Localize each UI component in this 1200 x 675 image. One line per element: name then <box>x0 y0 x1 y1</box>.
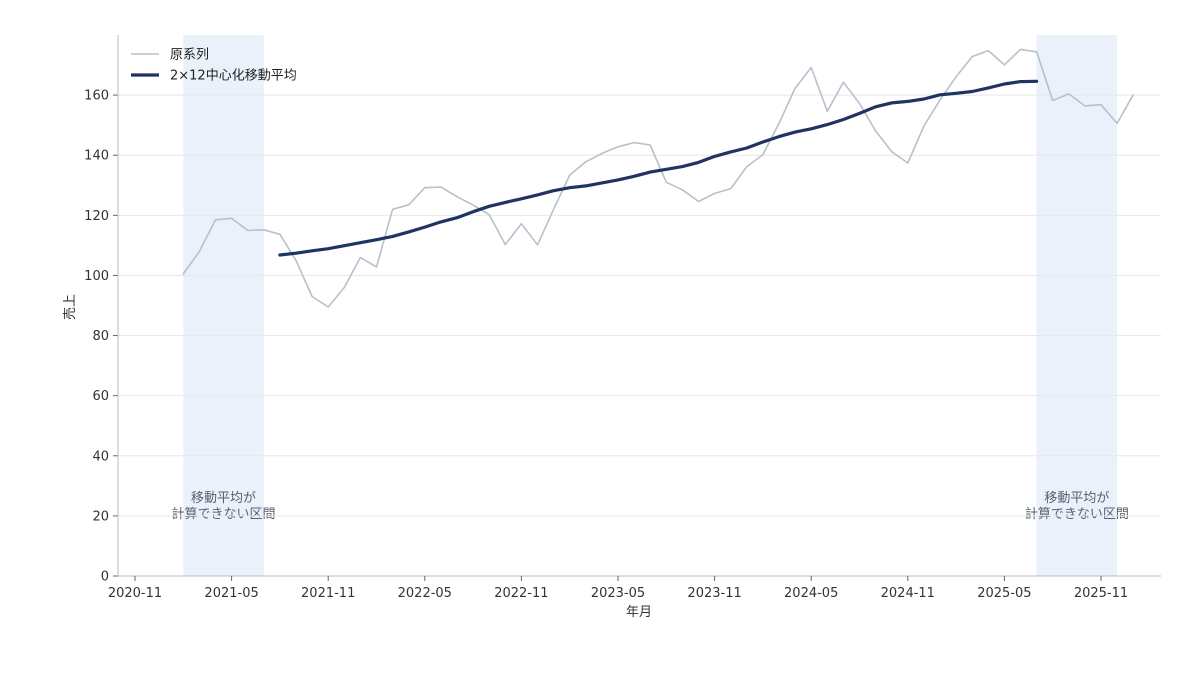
moving-average-line <box>278 79 1039 257</box>
x-tick-label: 2022-11 <box>494 586 548 601</box>
y-tick-label: 40 <box>92 449 109 464</box>
y-tick-label: 100 <box>84 269 109 284</box>
legend-label: 2×12中心化移動平均 <box>170 69 297 84</box>
x-axis-title: 年月 <box>626 605 652 620</box>
x-tick-label: 2024-11 <box>881 586 935 601</box>
y-tick-label: 140 <box>84 149 109 164</box>
shaded-region-label: 計算できない区間 <box>1025 506 1129 522</box>
x-tick-label: 2025-05 <box>977 586 1031 601</box>
x-tick-label: 2023-11 <box>687 586 741 601</box>
x-tick-label: 2024-05 <box>784 586 838 601</box>
y-axis-title: 売上 <box>62 294 78 320</box>
legend: 原系列 2×12中心化移動平均 <box>131 48 297 84</box>
y-tick-label: 20 <box>92 509 109 524</box>
original-series-line <box>182 48 1134 308</box>
x-tick-label: 2023-05 <box>591 586 645 601</box>
y-tick-label: 160 <box>84 89 109 104</box>
shaded-region-label: 移動平均が <box>191 491 256 506</box>
x-tick-label: 2025-11 <box>1074 586 1128 601</box>
y-tick-label: 80 <box>92 329 109 344</box>
x-tick-label: 2021-05 <box>204 586 258 601</box>
shaded-region <box>183 35 264 576</box>
shaded-region-label: 移動平均が <box>1044 491 1109 506</box>
y-tick-label: 120 <box>84 209 109 224</box>
y-tick-label: 0 <box>101 570 109 585</box>
x-tick-label: 2020-11 <box>108 586 162 601</box>
shaded-region-label: 計算できない区間 <box>172 506 276 522</box>
y-tick-label: 60 <box>92 389 109 404</box>
axes: 0 20 40 60 80 100 120 140 160 2020-11 2021-05 2021-… <box>84 35 1161 601</box>
series-lines <box>182 48 1134 308</box>
x-tick-label: 2021-11 <box>301 586 355 601</box>
grid-lines <box>118 94 1161 517</box>
shaded-region <box>1036 35 1118 576</box>
x-tick-label: 2022-05 <box>398 586 452 601</box>
legend-label: 原系列 <box>170 48 209 63</box>
